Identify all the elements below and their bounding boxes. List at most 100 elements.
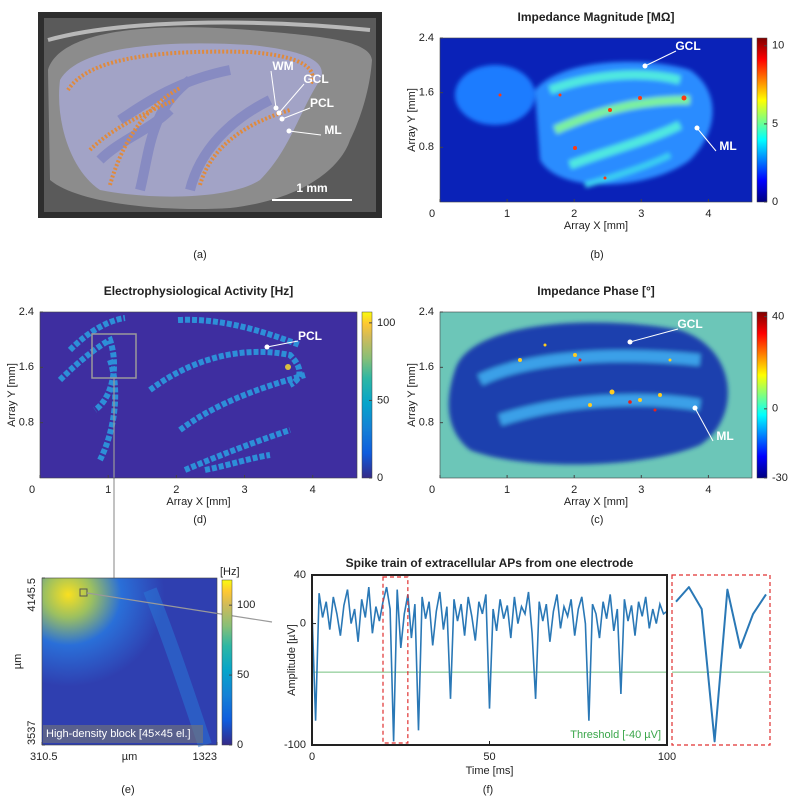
- plot-frame: [311, 574, 668, 746]
- y-tick-label: 0.8: [419, 417, 434, 429]
- colorbar-label: [Hz]: [220, 566, 240, 578]
- caption: (e): [121, 784, 134, 796]
- plot-frame: [439, 37, 753, 203]
- annotation: GCL: [303, 72, 328, 86]
- y-tick-label: -100: [284, 739, 306, 751]
- x-tick-label: 3: [638, 484, 644, 496]
- plot-frame: [39, 311, 358, 479]
- y-tick-label: 0.8: [19, 417, 34, 429]
- x-axis-label: µm: [122, 751, 138, 763]
- leader-line: [266, 340, 299, 348]
- y-tick-label: 2.4: [419, 32, 434, 44]
- threshold-label: Threshold [-40 µV]: [570, 729, 661, 741]
- caption: (a): [193, 249, 206, 261]
- leader-dot: [627, 339, 633, 345]
- leader-line: [696, 127, 717, 152]
- annotation: ML: [716, 429, 733, 443]
- colorbar-tick-label: 0: [772, 403, 778, 415]
- x-tick-label: 100: [658, 751, 676, 763]
- tissue-photo: [38, 12, 382, 218]
- y-tick-label: 2.4: [419, 306, 434, 318]
- leader-line: [629, 328, 679, 343]
- x-tick-label: 4: [705, 484, 711, 496]
- y-tick-label: 4145.5: [26, 578, 38, 612]
- caption: (b): [590, 249, 603, 261]
- colorbar-tick-label: 0: [772, 196, 778, 208]
- x-tick-label: 2: [571, 208, 577, 220]
- x-axis-label: Time [ms]: [466, 765, 514, 777]
- chart-title: Spike train of extracellular APs from on…: [346, 556, 634, 570]
- x-tick-label: 0: [429, 208, 435, 220]
- caption: (d): [193, 514, 206, 526]
- x-tick-label: 50: [483, 751, 495, 763]
- x-tick-label: 0: [309, 751, 315, 763]
- colorbar-tick-label: -30: [772, 472, 788, 484]
- annotation: GCL: [677, 317, 702, 331]
- scale-bar-label: 1 mm: [296, 181, 327, 195]
- leader-dot: [692, 405, 698, 411]
- x-tick-label: 1323: [193, 751, 217, 763]
- leader-dot: [273, 105, 279, 111]
- x-tick-label: 3: [638, 208, 644, 220]
- annotation: WM: [272, 59, 293, 73]
- x-tick-label: 1: [504, 208, 510, 220]
- annotation: PCL: [310, 96, 334, 110]
- colorbar-tick-label: 100: [377, 317, 395, 329]
- colorbar-tick-label: 40: [772, 311, 784, 323]
- x-axis-label: Array X [mm]: [166, 496, 230, 508]
- annotation: GCL: [675, 39, 700, 53]
- leader-dot: [264, 344, 270, 350]
- impedance-phase-map: [440, 312, 752, 478]
- high-density-map: [42, 578, 217, 748]
- colorbar-tick-label: 0: [377, 472, 383, 484]
- x-tick-label: 310.5: [30, 751, 58, 763]
- x-axis-label: Array X [mm]: [564, 220, 628, 232]
- zoom-box: [382, 576, 409, 744]
- leader-line: [694, 407, 714, 442]
- x-tick-label: 3: [241, 484, 247, 496]
- annotation: ML: [324, 123, 341, 137]
- colorbar: [361, 311, 373, 479]
- caption: (c): [591, 514, 604, 526]
- leader-dot: [276, 110, 282, 116]
- chart-title: Impedance Phase [°]: [537, 284, 655, 298]
- leader-line: [278, 83, 305, 114]
- y-tick-label: 0: [300, 617, 306, 629]
- inset-frame: [671, 574, 771, 746]
- x-tick-label: 0: [429, 484, 435, 496]
- colorbar-tick-label: 5: [772, 118, 778, 130]
- y-axis-label: Amplitude [µV]: [286, 624, 298, 696]
- inset-label: High-density block [45×45 el.]: [46, 728, 191, 740]
- colorbar: [221, 579, 233, 746]
- leader-dot: [694, 125, 700, 131]
- x-axis-label: Array X [mm]: [564, 496, 628, 508]
- colorbar-tick-label: 0: [237, 739, 243, 751]
- plot-frame: [439, 311, 753, 479]
- y-axis-label: Array Y [mm]: [406, 363, 418, 427]
- leader-dot: [286, 128, 292, 134]
- leader-dot: [279, 116, 285, 122]
- leader-line: [644, 50, 677, 67]
- impedance-magnitude-map: [440, 38, 752, 202]
- y-tick-label: 0.8: [419, 141, 434, 153]
- colorbar-tick-label: 50: [237, 669, 249, 681]
- colorbar-tick-label: 100: [237, 599, 255, 611]
- chart-title: Electrophysiological Activity [Hz]: [104, 284, 294, 298]
- y-axis-label: µm: [12, 654, 24, 670]
- zoom-trace: [675, 586, 767, 743]
- x-tick-label: 1: [504, 484, 510, 496]
- plot-frame: [41, 577, 218, 746]
- x-tick-label: 4: [705, 208, 711, 220]
- y-tick-label: 1.6: [419, 87, 434, 99]
- x-tick-label: 2: [173, 484, 179, 496]
- colorbar-tick-label: 50: [377, 394, 389, 406]
- y-axis-label: Array Y [mm]: [6, 363, 18, 427]
- annotation: ML: [719, 139, 736, 153]
- y-tick-label: 1.6: [419, 361, 434, 373]
- x-tick-label: 1: [105, 484, 111, 496]
- leader-line: [288, 130, 322, 136]
- caption: (f): [483, 784, 493, 796]
- x-tick-label: 4: [310, 484, 316, 496]
